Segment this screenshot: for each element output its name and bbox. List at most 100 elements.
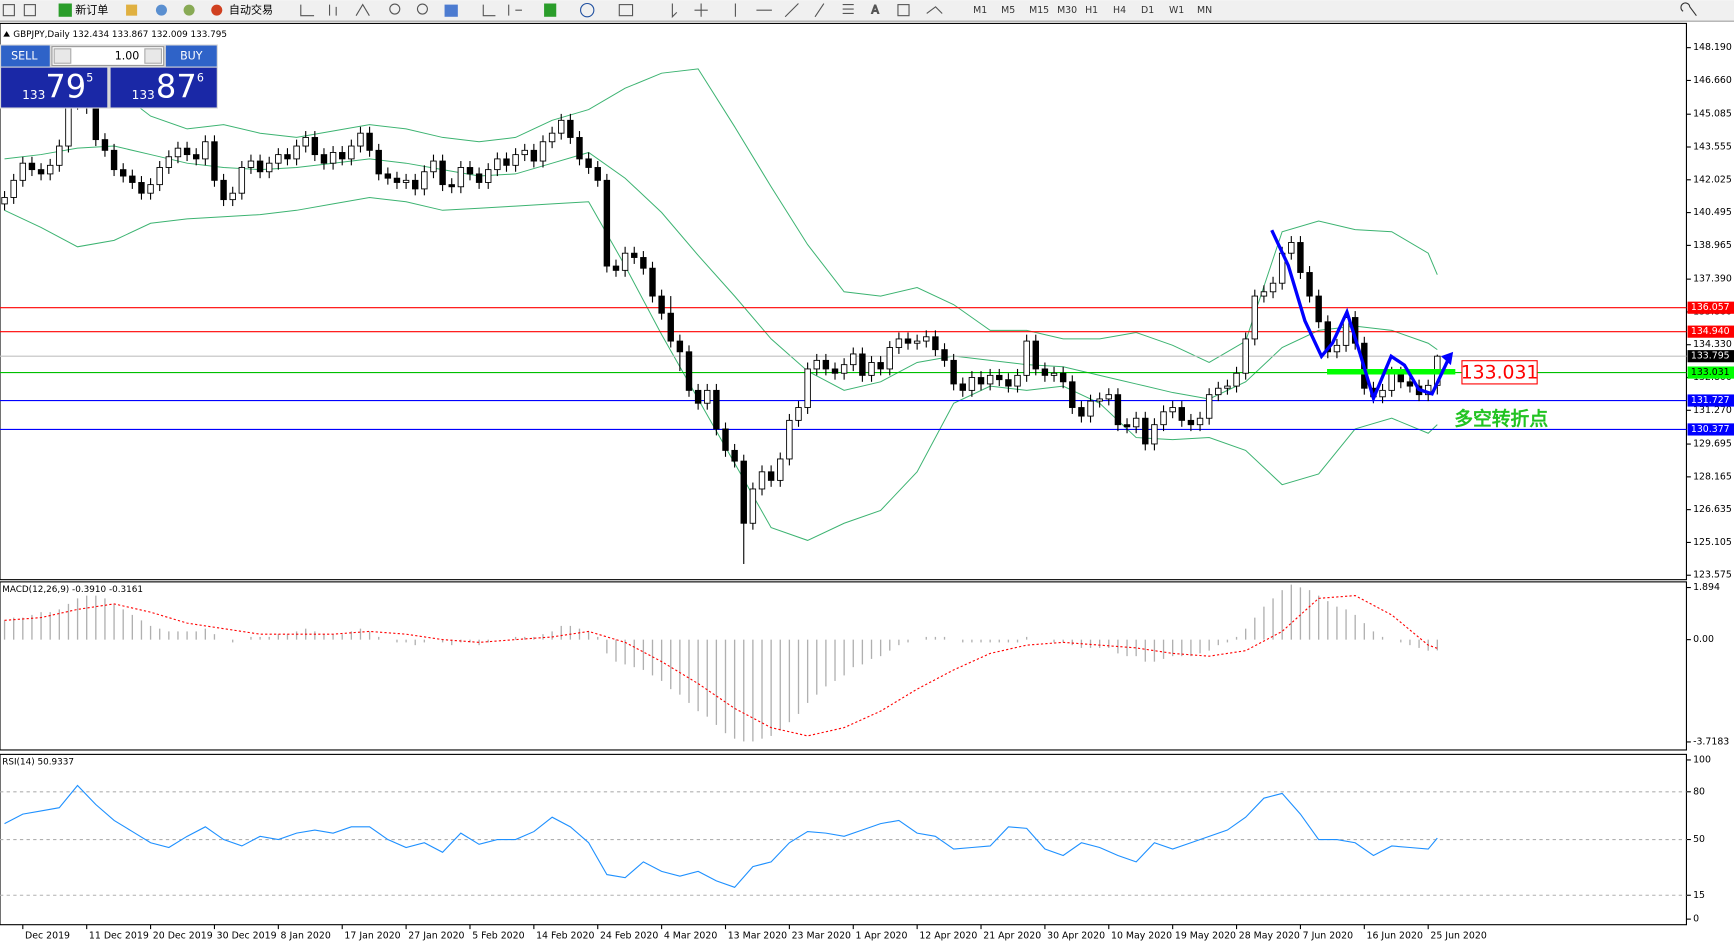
candle-body bbox=[256, 160, 264, 173]
x-tick-label: 7 Jun 2020 bbox=[1303, 930, 1353, 941]
annotation-price: 133.031 bbox=[1461, 362, 1539, 383]
candle-body bbox=[1388, 372, 1395, 391]
candle-body bbox=[676, 340, 684, 353]
new-order-button[interactable]: 新订单 bbox=[75, 3, 108, 17]
icon[interactable] bbox=[926, 6, 943, 14]
ask-main[interactable]: 87 bbox=[156, 68, 197, 106]
bid-box[interactable] bbox=[1, 67, 108, 108]
candle-body bbox=[512, 154, 519, 166]
timeframe-button[interactable]: M15 bbox=[1029, 5, 1049, 16]
candle-body bbox=[767, 471, 775, 481]
candle-body bbox=[19, 162, 27, 181]
timeframe-button[interactable]: D1 bbox=[1141, 5, 1154, 16]
icon[interactable] bbox=[897, 4, 910, 17]
toolbar bbox=[0, 0, 1734, 22]
bid-big[interactable]: 133 bbox=[22, 88, 45, 102]
y-tick-label: 0.00 bbox=[1693, 634, 1714, 645]
candle-body bbox=[631, 252, 638, 258]
candle-body bbox=[1096, 398, 1103, 402]
candle-body bbox=[1105, 394, 1112, 400]
x-tick-label: 20 Dec 2019 bbox=[153, 930, 213, 941]
sell-label[interactable]: SELL bbox=[11, 50, 38, 63]
bid-main[interactable]: 79 bbox=[45, 68, 86, 106]
timeframe-button[interactable]: MN bbox=[1197, 5, 1212, 16]
candle-body bbox=[850, 353, 857, 366]
x-tick-label: 16 Jun 2020 bbox=[1367, 930, 1423, 941]
candle-body bbox=[430, 160, 437, 173]
candle-body bbox=[1205, 394, 1213, 419]
x-tick-label: 11 Dec 2019 bbox=[89, 930, 149, 941]
icon-new-order[interactable] bbox=[58, 3, 72, 17]
sell-button[interactable] bbox=[1, 45, 50, 67]
candle-body bbox=[950, 359, 957, 385]
icon-auto-trading[interactable] bbox=[211, 4, 223, 16]
candle-body bbox=[183, 147, 191, 156]
icon[interactable] bbox=[671, 3, 799, 19]
x-tick-label: 27 Jan 2020 bbox=[408, 930, 464, 941]
buy-label[interactable]: BUY bbox=[180, 50, 203, 63]
timeframe-button[interactable]: W1 bbox=[1169, 5, 1184, 16]
candle-body bbox=[1087, 400, 1094, 417]
icon-zoom-in[interactable] bbox=[389, 3, 401, 15]
icon[interactable] bbox=[155, 4, 167, 16]
candle-body bbox=[1050, 372, 1058, 376]
lot-decrease[interactable] bbox=[53, 48, 72, 64]
icon[interactable] bbox=[444, 4, 458, 17]
candle-body bbox=[658, 295, 665, 314]
candle-body bbox=[567, 119, 574, 138]
price-label: 130.377 bbox=[1691, 424, 1730, 435]
bid-sup[interactable]: 5 bbox=[86, 72, 93, 85]
candle-body bbox=[585, 158, 592, 168]
candle-body bbox=[959, 383, 966, 391]
icon[interactable] bbox=[126, 4, 138, 16]
buy-button[interactable] bbox=[165, 45, 217, 67]
lot-input[interactable] bbox=[51, 46, 165, 66]
candle-body bbox=[466, 167, 474, 175]
x-tick-label: 12 Apr 2020 bbox=[919, 930, 977, 941]
ask-big[interactable]: 133 bbox=[132, 88, 155, 102]
x-tick-label: 5 Feb 2020 bbox=[472, 930, 524, 941]
icon[interactable] bbox=[183, 4, 195, 16]
x-tick-label: 14 Feb 2020 bbox=[536, 930, 594, 941]
icon[interactable] bbox=[482, 4, 522, 17]
ask-sup[interactable]: 6 bbox=[197, 72, 204, 85]
lot-increase[interactable] bbox=[144, 48, 163, 64]
candle-body bbox=[238, 167, 246, 194]
icon[interactable] bbox=[618, 4, 634, 17]
timeframe-button[interactable]: H1 bbox=[1085, 5, 1098, 16]
icon[interactable] bbox=[580, 2, 595, 18]
lot-value[interactable]: 1.00 bbox=[115, 50, 140, 63]
candle-body bbox=[366, 132, 373, 151]
candle-body bbox=[129, 175, 136, 183]
x-tick-label: 25 Jun 2020 bbox=[1430, 930, 1486, 941]
icon[interactable] bbox=[814, 3, 854, 18]
candle-body bbox=[202, 141, 209, 160]
candle-body bbox=[895, 338, 903, 348]
icon[interactable] bbox=[544, 3, 557, 17]
candle-body bbox=[649, 267, 656, 297]
candle-body bbox=[530, 149, 538, 162]
y-tick-label: 100 bbox=[1693, 754, 1711, 765]
timeframe-button[interactable]: M5 bbox=[1001, 5, 1015, 16]
x-tick-label: 21 Apr 2020 bbox=[983, 930, 1041, 941]
icon[interactable] bbox=[300, 3, 370, 17]
candle-body bbox=[101, 139, 109, 151]
auto-trading-button[interactable]: 自动交易 bbox=[229, 3, 273, 17]
icon[interactable]: A bbox=[871, 3, 880, 17]
ask-box[interactable] bbox=[110, 67, 217, 108]
candle-body bbox=[722, 428, 729, 451]
icon-search[interactable] bbox=[1680, 2, 1697, 17]
timeframe-button[interactable]: M1 bbox=[973, 5, 987, 16]
candle-body bbox=[1333, 344, 1341, 353]
timeframe-button[interactable]: M30 bbox=[1057, 5, 1077, 16]
symbol-marker bbox=[3, 31, 10, 37]
y-tick-label: 131.270 bbox=[1693, 405, 1732, 416]
candle-body bbox=[749, 488, 757, 524]
icon-zoom-out[interactable] bbox=[416, 3, 428, 15]
timeframe-button[interactable]: H4 bbox=[1113, 5, 1126, 16]
toolbar-icons: A bbox=[2, 2, 1697, 19]
candle-body bbox=[46, 164, 54, 175]
candle-body bbox=[923, 336, 930, 342]
candle-body bbox=[603, 179, 611, 267]
